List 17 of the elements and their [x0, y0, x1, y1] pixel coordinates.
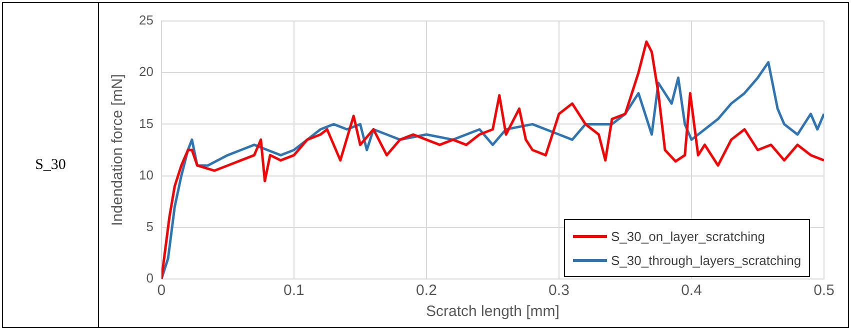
text: S_30: [3, 3, 99, 327]
x-tick-label: 0.1: [284, 282, 304, 300]
y-tick-label: 5: [146, 218, 154, 234]
x-axis-title: Scratch length [mm]: [426, 303, 560, 320]
y-tick-label: 10: [138, 167, 154, 182]
y-tick-label: 0: [146, 270, 154, 286]
legend-label: S_30_through_layers_scratching: [611, 252, 802, 268]
x-tick-label: 0: [157, 282, 166, 300]
x-tick-label: 0.4: [681, 282, 702, 300]
x-tick-label: 0.5: [814, 282, 834, 300]
x-tick-label: 0.3: [548, 282, 570, 300]
y-tick-label: 15: [138, 116, 154, 131]
y-tick-label: 25: [138, 12, 154, 28]
y-axis-title: Indendation force [mN]: [109, 74, 126, 226]
x-tick-label: 0.2: [416, 282, 437, 300]
y-tick-label: 20: [138, 64, 154, 80]
legend-label: S_30_on_layer_scratching: [611, 228, 765, 244]
